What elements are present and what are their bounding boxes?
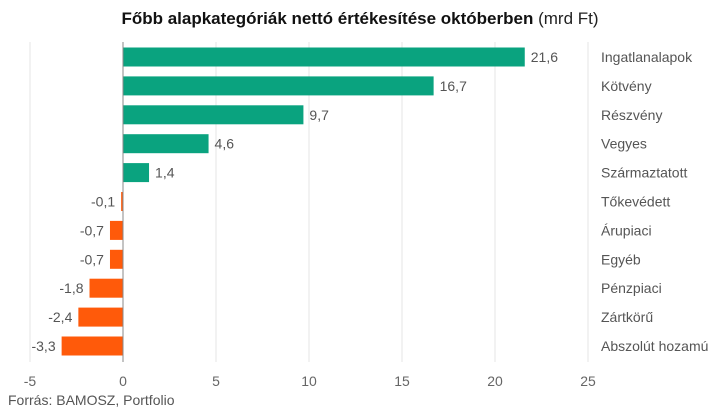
bar <box>123 105 304 125</box>
category-label: Tőkevédett <box>601 194 670 210</box>
chart-title-unit: (mrd Ft) <box>538 9 599 28</box>
x-tick-label: 5 <box>212 373 220 389</box>
value-label: -0,7 <box>80 251 104 267</box>
bar <box>121 192 123 211</box>
value-label: -2,4 <box>48 309 72 325</box>
value-label: 4,6 <box>215 136 235 152</box>
x-tick-label: 25 <box>580 373 596 389</box>
category-label: Pénzpiaci <box>601 280 662 296</box>
category-label: Egyéb <box>601 251 641 267</box>
chart-title: Főbb alapkategóriák nettó értékesítése o… <box>0 9 720 29</box>
value-label: 16,7 <box>440 78 467 94</box>
bar <box>123 134 209 154</box>
category-label: Kötvény <box>601 78 652 94</box>
x-tick-label: 15 <box>394 373 410 389</box>
chart-title-main: Főbb alapkategóriák nettó értékesítése o… <box>121 9 534 28</box>
bar <box>89 278 123 298</box>
bar <box>123 47 525 67</box>
x-tick-label: -5 <box>24 373 37 389</box>
bar <box>78 307 123 327</box>
value-label: 9,7 <box>309 107 329 123</box>
value-label: -0,7 <box>80 222 104 238</box>
source-note: Forrás: BAMOSZ, Portfolio <box>8 392 175 408</box>
value-label: -3,3 <box>31 338 55 354</box>
category-label: Ingatlanalapok <box>601 49 693 65</box>
value-label: -1,8 <box>59 280 83 296</box>
value-label: 1,4 <box>155 165 175 181</box>
bar <box>123 163 150 183</box>
x-tick-label: 0 <box>119 373 127 389</box>
category-label: Zártkörű <box>601 309 653 325</box>
category-label: Vegyes <box>601 136 647 152</box>
bar <box>109 220 123 240</box>
category-label: Árupiaci <box>601 222 652 238</box>
x-tick-label: 10 <box>301 373 317 389</box>
x-tick-label: 20 <box>487 373 503 389</box>
category-label: Részvény <box>601 107 662 123</box>
bar <box>123 76 434 96</box>
value-label: -0,1 <box>91 194 115 210</box>
bar <box>61 336 123 356</box>
category-label: Abszolút hozamú <box>601 338 708 354</box>
category-label: Származtatott <box>601 165 687 181</box>
value-label: 21,6 <box>531 49 558 65</box>
bar <box>109 249 123 269</box>
